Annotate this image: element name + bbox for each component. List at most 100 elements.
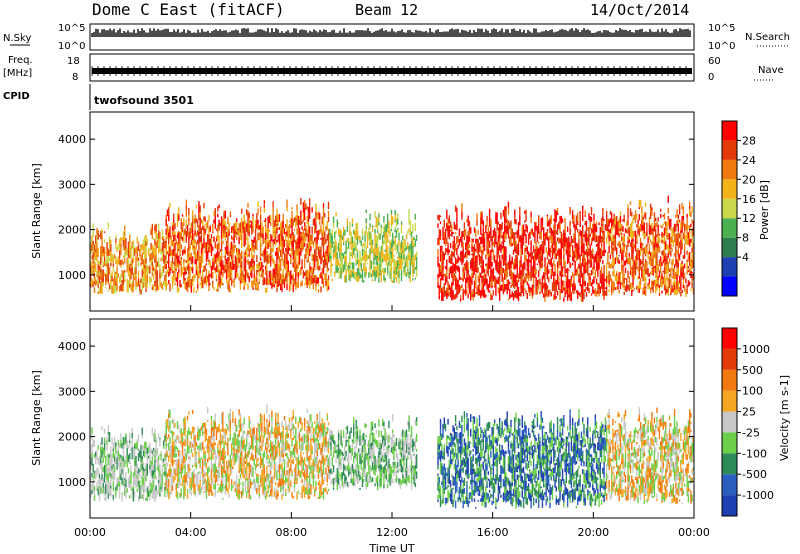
echo-cell	[165, 264, 167, 269]
echo-cell	[230, 267, 233, 270]
echo-cell	[276, 226, 278, 228]
echo-cell	[288, 253, 291, 256]
echo-cell	[681, 215, 683, 223]
echo-cell	[573, 280, 575, 283]
echo-cell	[553, 244, 555, 246]
echo-cell	[271, 286, 273, 289]
echo-cell	[302, 234, 305, 236]
echo-cell	[356, 229, 359, 238]
echo-cell	[442, 265, 444, 271]
echo-cell	[110, 239, 112, 245]
echo-cell	[573, 241, 575, 243]
nave-tick-top: 60	[708, 56, 721, 67]
echo-cell	[269, 254, 272, 256]
echo-cell	[599, 257, 602, 263]
echo-cell	[238, 223, 240, 231]
echo-cell	[555, 296, 557, 299]
echo-cell	[405, 272, 408, 277]
echo-cell	[310, 250, 312, 253]
echo-cell	[410, 248, 413, 255]
echo-cell	[386, 213, 389, 222]
echo-cell	[444, 277, 447, 285]
echo-cell	[617, 233, 619, 236]
echo-cell	[225, 269, 228, 276]
echo-cell	[131, 283, 133, 288]
echo-cell	[298, 251, 301, 257]
echo-cell	[501, 267, 503, 275]
echo-cell	[442, 264, 444, 266]
echo-cell	[457, 287, 459, 295]
echo-cell	[267, 278, 269, 286]
echo-cell	[619, 274, 622, 277]
echo-cell	[521, 270, 524, 277]
echo-cell	[692, 272, 695, 281]
echo-cell	[597, 252, 599, 256]
echo-cell	[526, 246, 529, 255]
echo-cell	[404, 268, 406, 277]
echo-cell	[336, 225, 339, 228]
echo-cell	[661, 251, 663, 256]
echo-cell	[551, 282, 554, 285]
echo-cell	[312, 282, 315, 290]
echo-cell	[100, 251, 102, 258]
echo-cell	[262, 268, 264, 273]
echo-cell	[151, 266, 154, 268]
echo-cell	[388, 253, 390, 258]
echo-cell	[395, 218, 398, 225]
echo-cell	[667, 282, 669, 287]
echo-cell	[609, 218, 612, 223]
echo-cell	[576, 220, 579, 224]
echo-cell	[558, 261, 560, 269]
echo-cell	[454, 257, 457, 259]
echo-cell	[495, 231, 497, 234]
echo-cell	[345, 255, 347, 262]
echo-cell	[262, 264, 264, 268]
echo-cell	[217, 258, 219, 262]
echo-cell	[588, 213, 590, 221]
echo-cell	[91, 278, 93, 287]
echo-cell	[481, 213, 483, 219]
echo-cell	[123, 235, 126, 240]
echo-cell	[554, 209, 556, 218]
echo-cell	[466, 242, 468, 247]
echo-cell	[332, 216, 335, 223]
echo-cell	[560, 240, 563, 245]
echo-cell	[259, 225, 262, 230]
echo-cell	[614, 257, 617, 265]
echo-cell	[115, 271, 117, 275]
echo-cell	[142, 274, 145, 283]
echo-cell	[296, 210, 298, 215]
echo-cell	[300, 217, 302, 226]
echo-cell	[122, 261, 125, 265]
echo-cell	[487, 234, 490, 237]
echo-cell	[442, 293, 444, 301]
cpid-label: CPID	[3, 91, 30, 102]
echo-cell	[610, 262, 613, 269]
echo-cell	[297, 232, 300, 238]
echo-cell	[178, 288, 180, 292]
echo-cell	[253, 273, 255, 278]
echo-cell	[219, 273, 222, 277]
echo-cell	[262, 239, 264, 244]
echo-cell	[456, 265, 458, 271]
echo-cell	[214, 215, 216, 222]
echo-cell	[155, 248, 157, 256]
echo-cell	[209, 246, 211, 253]
echo-cell	[100, 257, 102, 265]
echo-cell	[437, 256, 439, 261]
echo-cell	[407, 230, 409, 235]
echo-cell	[175, 258, 177, 261]
echo-cell	[399, 258, 401, 266]
echo-cell	[680, 247, 682, 255]
echo-cell	[686, 284, 688, 287]
echo-cell	[588, 252, 590, 256]
echo-cell	[354, 272, 356, 280]
echo-cell	[548, 269, 550, 274]
echo-cell	[191, 215, 194, 221]
echo-cell	[132, 251, 135, 259]
echo-cell	[451, 265, 453, 274]
echo-cell	[397, 219, 399, 225]
echo-cell	[164, 261, 166, 270]
echo-cell	[191, 220, 194, 229]
echo-cell	[381, 243, 384, 250]
